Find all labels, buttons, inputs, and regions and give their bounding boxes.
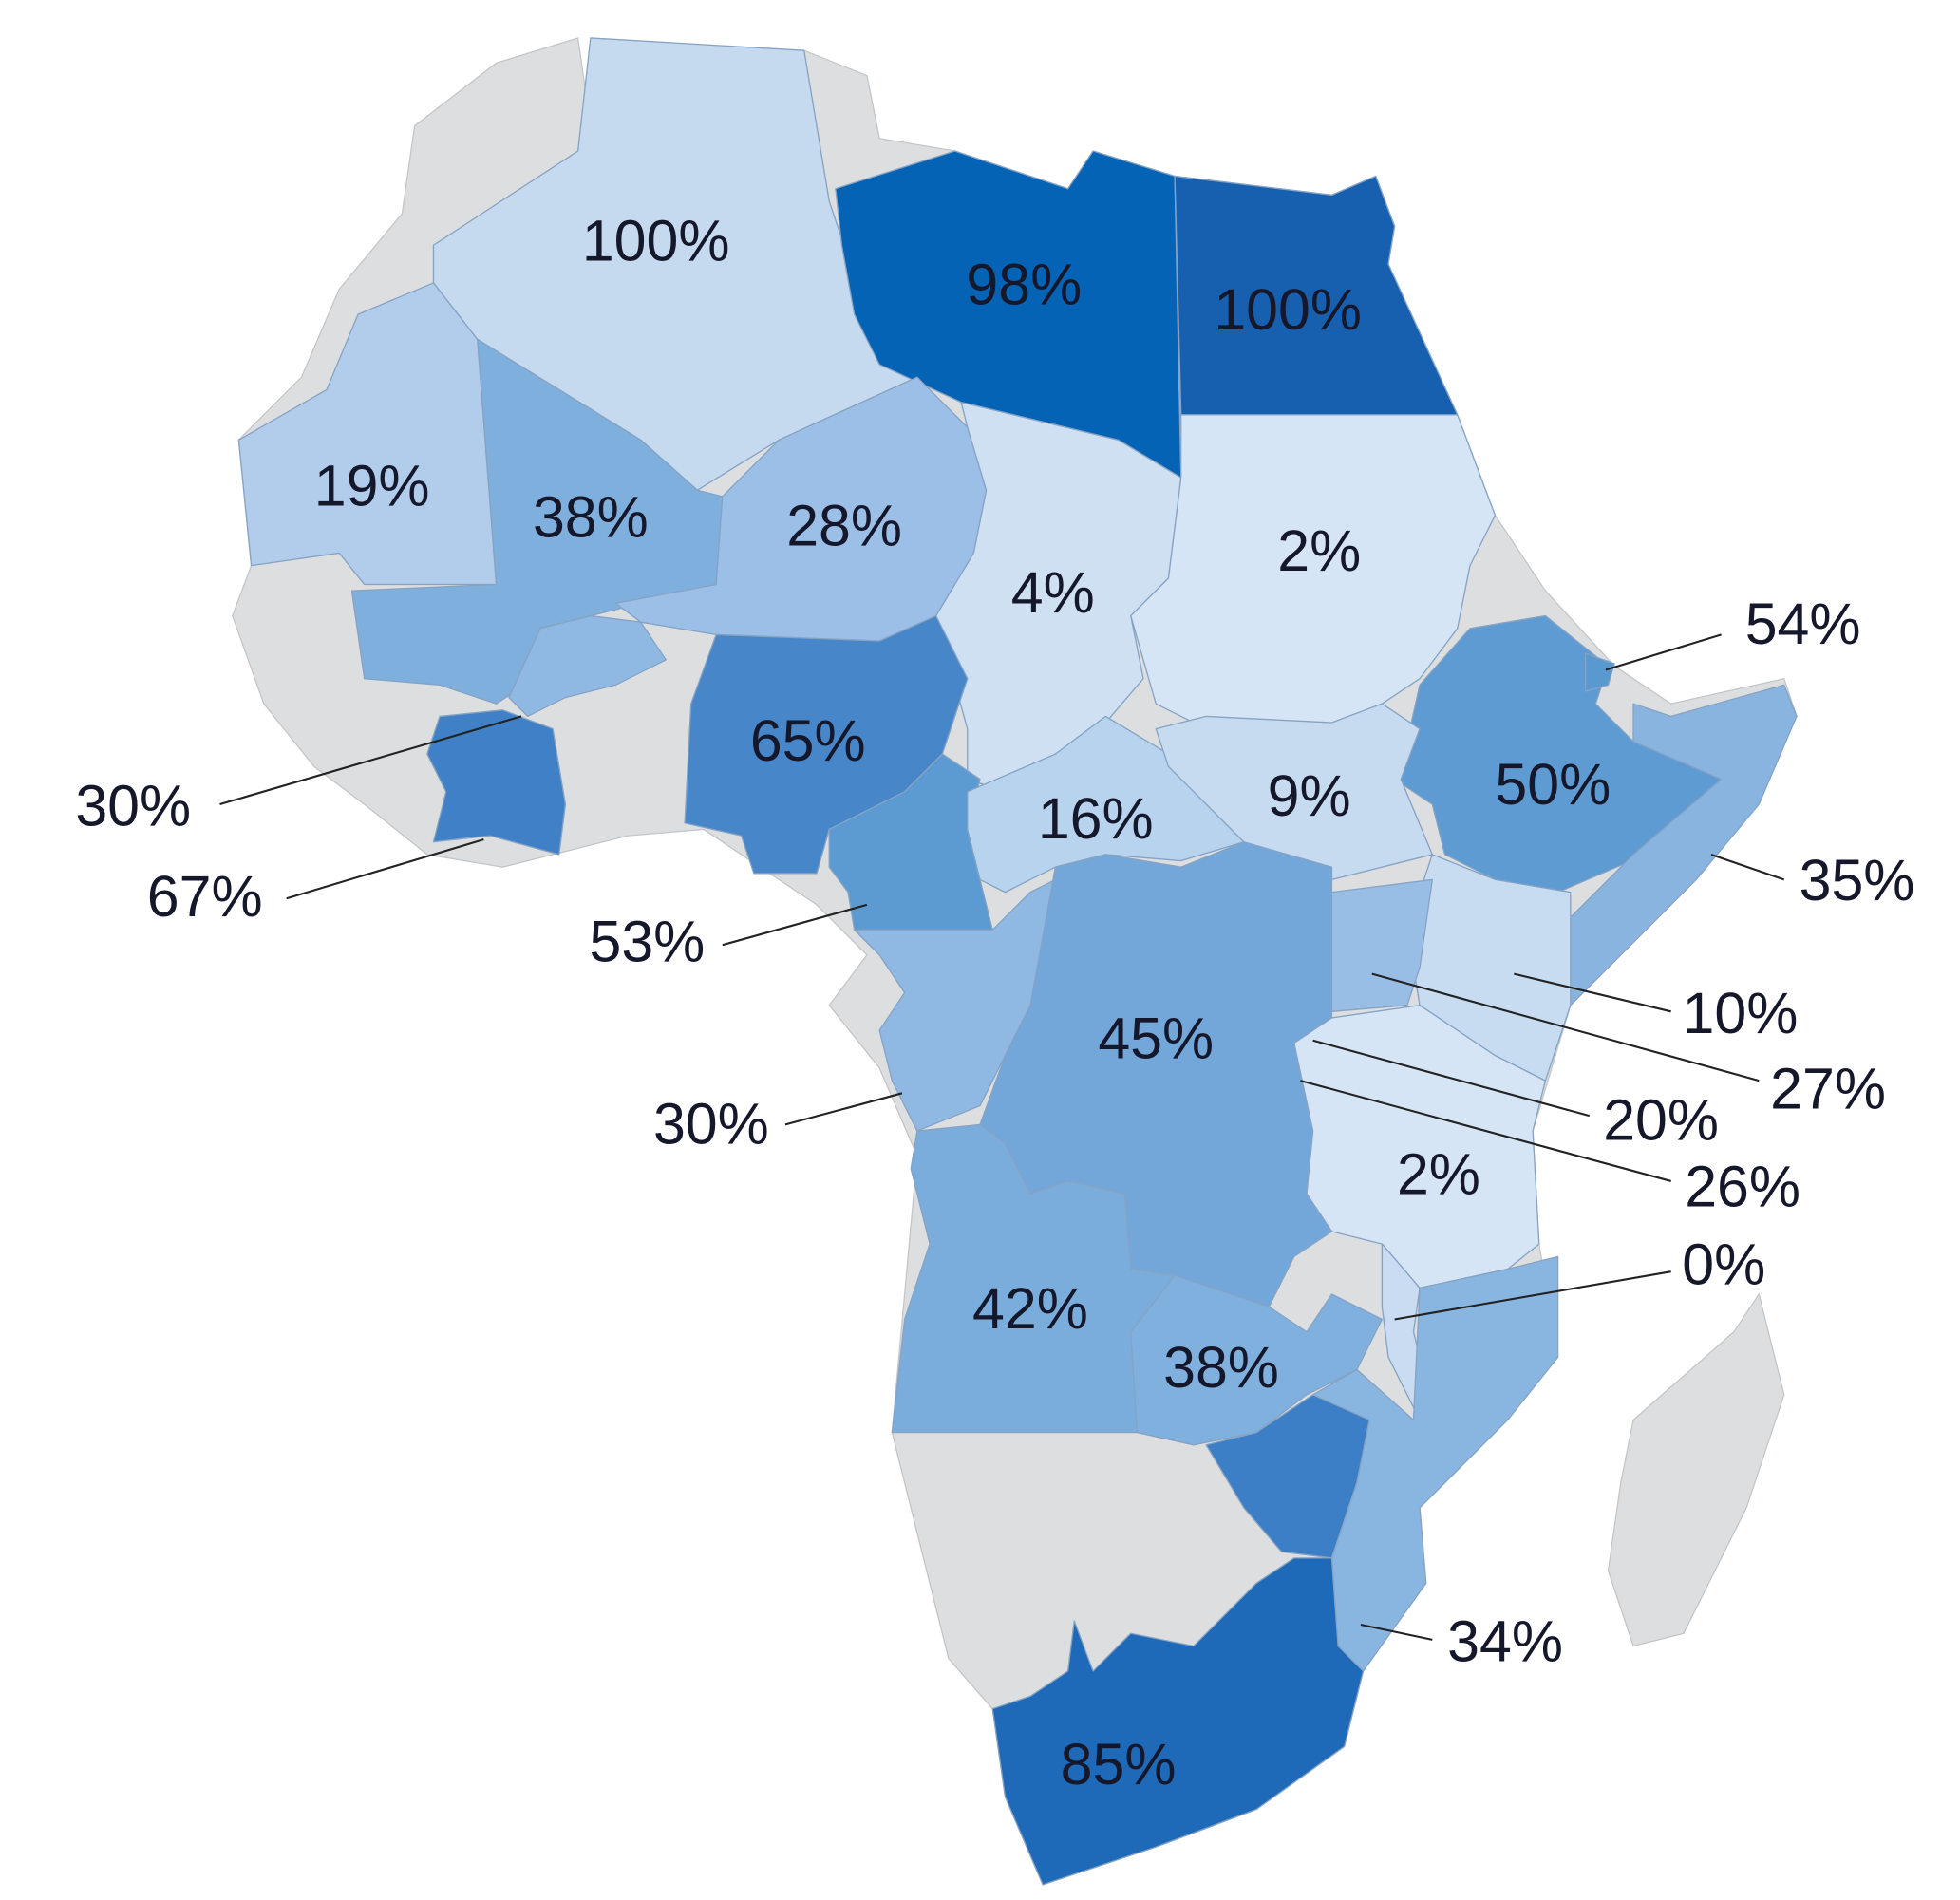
- leader-line: [1360, 1623, 1433, 1641]
- value-label: 35%: [1800, 848, 1915, 912]
- region: [1130, 1274, 1384, 1446]
- value-label: 20%: [1603, 1087, 1719, 1152]
- value-label: 50%: [1495, 752, 1611, 817]
- value-label: 54%: [1745, 592, 1861, 656]
- value-label: 45%: [1098, 1006, 1214, 1070]
- value-label: 0%: [1682, 1232, 1765, 1297]
- value-label: 53%: [589, 910, 705, 974]
- leader-line: [1300, 1080, 1671, 1182]
- value-label: 28%: [786, 494, 902, 558]
- leader-line: [1394, 1270, 1671, 1321]
- madagascar: [1607, 1292, 1785, 1647]
- leader-line: [1514, 972, 1671, 1013]
- leader-line: [722, 903, 868, 947]
- value-label: 100%: [1214, 277, 1362, 342]
- region: [1585, 652, 1615, 692]
- value-label: 19%: [314, 453, 430, 517]
- value-label: 100%: [582, 208, 730, 273]
- value-label: 85%: [1061, 1732, 1177, 1797]
- region: [854, 878, 1057, 1132]
- leader-line: [219, 715, 522, 806]
- value-label: 27%: [1770, 1056, 1886, 1120]
- value-label: 9%: [1268, 763, 1351, 828]
- region: [967, 715, 1245, 894]
- leader-line: [1312, 1039, 1590, 1118]
- region: [508, 614, 667, 718]
- region: [1570, 684, 1798, 1006]
- value-label: 98%: [966, 253, 1082, 317]
- region: [237, 282, 498, 586]
- value-label: 16%: [1038, 786, 1154, 851]
- value-label: 30%: [75, 774, 191, 838]
- value-label: 65%: [750, 708, 866, 773]
- region: [991, 1557, 1365, 1886]
- leader-line: [1371, 972, 1760, 1082]
- value-label: 10%: [1683, 981, 1799, 1045]
- value-label: 26%: [1685, 1155, 1800, 1219]
- value-label: 2%: [1277, 518, 1361, 583]
- regions: [237, 37, 1798, 1886]
- leader-line: [1605, 633, 1722, 671]
- leader-line: [286, 838, 484, 900]
- value-label: 38%: [1163, 1335, 1279, 1400]
- value-label: 67%: [147, 864, 263, 929]
- leader-line: [1710, 853, 1785, 881]
- value-label: 34%: [1447, 1609, 1563, 1674]
- value-label: 38%: [533, 484, 649, 549]
- value-label: 30%: [653, 1091, 769, 1156]
- leader-line: [784, 1092, 903, 1126]
- labels: 100% 98% 100% 19% 38% 28% 4% 2% 50% 54% 35% 65% 30% 6…: [75, 208, 1914, 1797]
- region: [1155, 703, 1433, 881]
- region: [426, 709, 567, 856]
- value-label: 4%: [1011, 560, 1095, 625]
- value-label: 2%: [1397, 1141, 1480, 1206]
- value-label: 42%: [972, 1276, 1088, 1341]
